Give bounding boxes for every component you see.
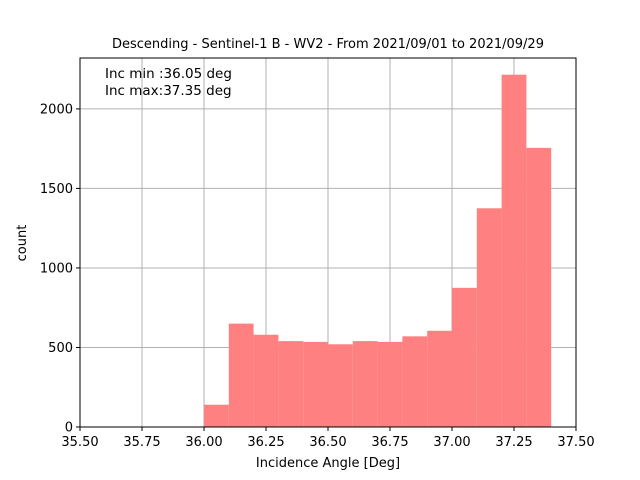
histogram-bar-5 (328, 344, 353, 427)
x-tick-label-2: 36.00 (185, 435, 222, 450)
histogram-bar-9 (427, 330, 452, 427)
y-axis-label: count (15, 225, 30, 262)
x-tick-label-7: 37.25 (495, 435, 532, 450)
histogram-bar-6 (352, 341, 378, 427)
histogram-bar-2 (253, 334, 279, 427)
y-tick-label-1: 500 (48, 341, 73, 356)
y-tick-label-3: 1500 (40, 182, 73, 197)
x-tick-label-8: 37.50 (557, 435, 594, 450)
histogram-bar-3 (278, 341, 304, 427)
histogram-bar-7 (377, 341, 403, 427)
histogram-bar-0 (204, 404, 229, 427)
annotation-inc-min: Inc min :36.05 deg (105, 66, 232, 82)
axis-ticks: 35.50 35.75 36.00 36.25 36.50 36.75 37.00 37.25… (40, 102, 595, 450)
y-tick-label-2: 1000 (40, 261, 73, 276)
x-tick-label-5: 36.75 (371, 435, 408, 450)
histogram-bar-1 (228, 323, 254, 427)
x-tick-label-3: 36.25 (247, 435, 284, 450)
x-tick-label-1: 35.75 (123, 435, 160, 450)
histogram-bar-13 (526, 147, 552, 427)
y-tick-label-0: 0 (65, 421, 73, 436)
annotation-inc-max: Inc max:37.35 deg (105, 83, 232, 99)
chart-title: Descending - Sentinel-1 B - WV2 - From 2… (112, 37, 544, 52)
histogram-bar-8 (402, 336, 428, 427)
x-tick-label-6: 37.00 (433, 435, 470, 450)
y-tick-label-4: 2000 (40, 102, 73, 117)
x-tick-label-4: 36.50 (309, 435, 346, 450)
bars (204, 74, 552, 427)
x-tick-label-0: 35.50 (61, 435, 98, 450)
histogram-bar-11 (476, 208, 502, 427)
histogram-bar-10 (452, 287, 477, 427)
x-axis-label: Incidence Angle [Deg] (256, 456, 400, 471)
histogram-bar-4 (303, 341, 328, 427)
histogram-bar-12 (501, 74, 527, 427)
